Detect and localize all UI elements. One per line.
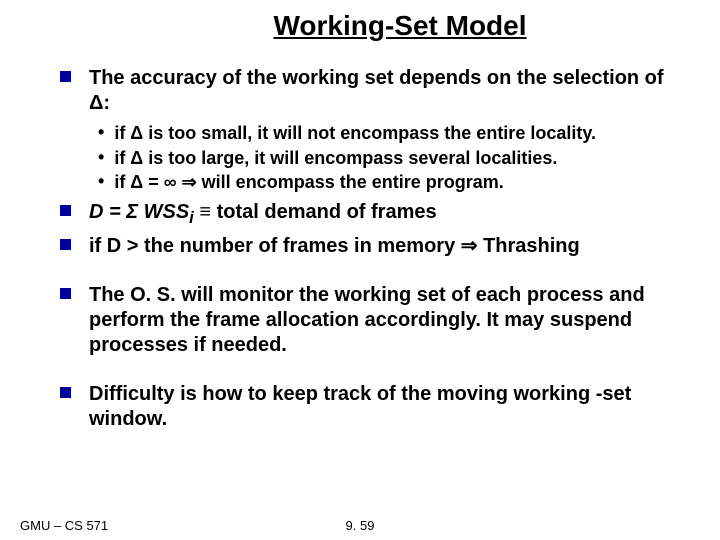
bullet-2-post: ≡ total demand of frames (194, 201, 437, 223)
slide-title: Working-Set Model (40, 10, 680, 42)
sub-bullet-2: • if Δ is too large, it will encompass s… (98, 147, 680, 170)
square-bullet-icon (60, 239, 71, 250)
bullet-3: if D > the number of frames in memory ⇒ … (60, 234, 680, 259)
sub-list-1: • if Δ is too small, it will not encompa… (98, 122, 680, 194)
footer-center: 9. 59 (0, 518, 720, 533)
content-area: The accuracy of the working set depends … (40, 66, 680, 432)
bullet-1-text: The accuracy of the working set depends … (89, 66, 680, 116)
sub-bullet-2-text: if Δ is too large, it will encompass sev… (114, 147, 557, 170)
sub-bullet-3: • if Δ = ∞ ⇒ will encompass the entire p… (98, 171, 680, 194)
square-bullet-icon (60, 205, 71, 216)
bullet-5-text: Difficulty is how to keep track of the m… (89, 382, 680, 432)
bullet-3-text: if D > the number of frames in memory ⇒ … (89, 234, 580, 259)
square-bullet-icon (60, 387, 71, 398)
bullet-2: D = Σ WSSi ≡ total demand of frames (60, 200, 680, 229)
dot-bullet-icon: • (98, 147, 104, 169)
sub-bullet-1: • if Δ is too small, it will not encompa… (98, 122, 680, 145)
bullet-5: Difficulty is how to keep track of the m… (60, 382, 680, 432)
slide: Working-Set Model The accuracy of the wo… (0, 0, 720, 540)
square-bullet-icon (60, 288, 71, 299)
spacer (60, 265, 680, 283)
bullet-2-pre: D = Σ WSS (89, 201, 189, 223)
square-bullet-icon (60, 71, 71, 82)
spacer (60, 364, 680, 382)
bullet-1: The accuracy of the working set depends … (60, 66, 680, 116)
bullet-4-text: The O. S. will monitor the working set o… (89, 283, 680, 358)
bullet-4: The O. S. will monitor the working set o… (60, 283, 680, 358)
dot-bullet-icon: • (98, 122, 104, 144)
sub-bullet-3-text: if Δ = ∞ ⇒ will encompass the entire pro… (114, 171, 503, 194)
bullet-2-text: D = Σ WSSi ≡ total demand of frames (89, 200, 437, 229)
sub-bullet-1-text: if Δ is too small, it will not encompass… (114, 122, 596, 145)
dot-bullet-icon: • (98, 171, 104, 193)
